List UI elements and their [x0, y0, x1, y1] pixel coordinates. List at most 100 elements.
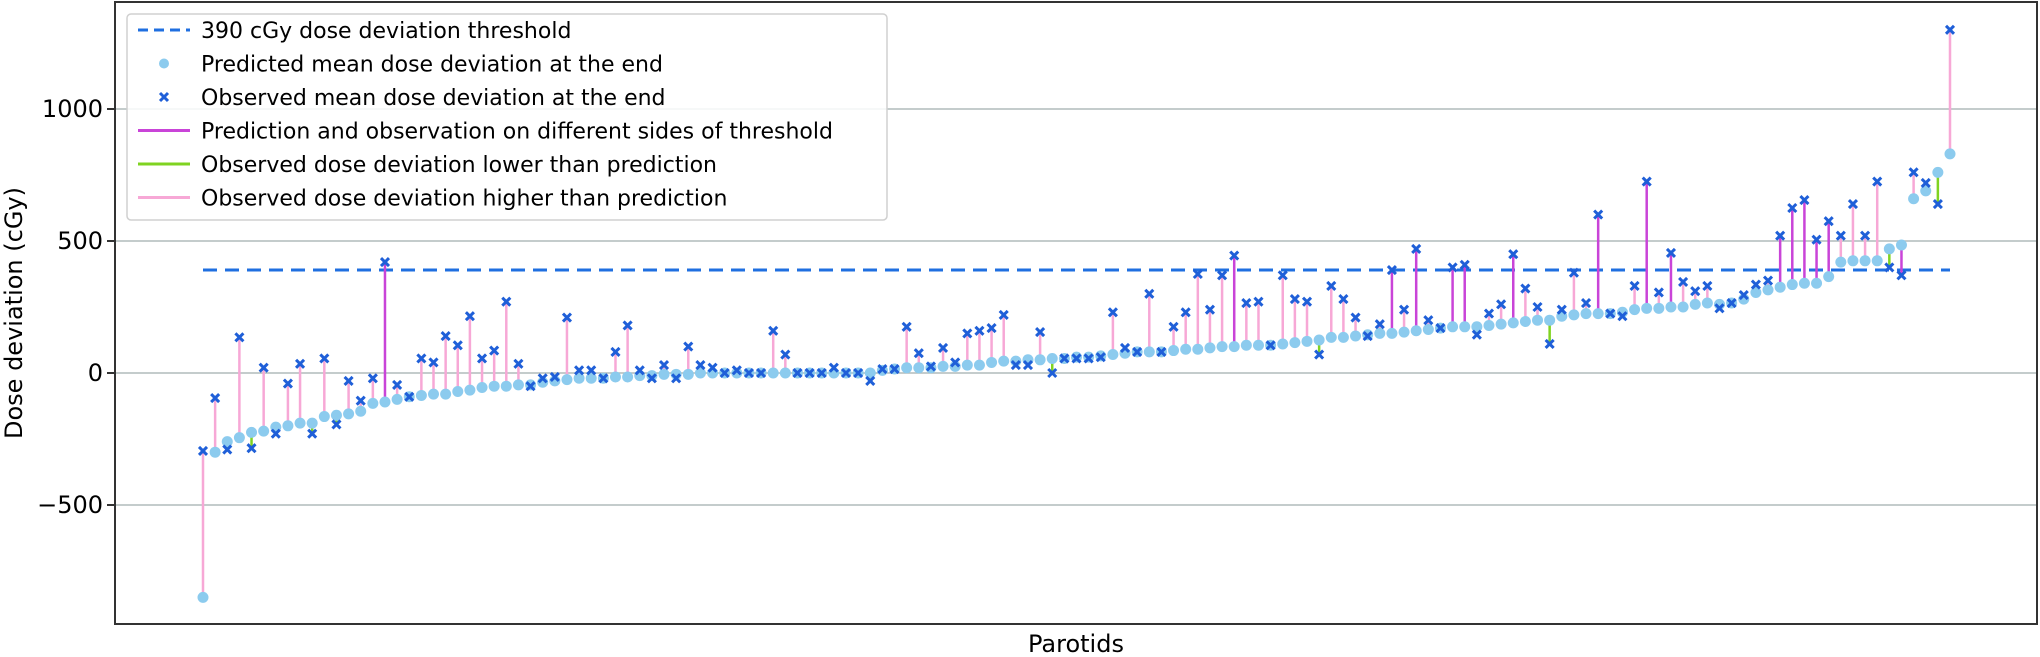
legend-label: Prediction and observation on different …: [201, 120, 833, 145]
predicted-point: [221, 436, 233, 448]
observed-marker: [1556, 304, 1567, 315]
observed-marker: [549, 371, 560, 383]
predicted-point: [1046, 352, 1058, 364]
legend-label: Observed mean dose deviation at the end: [201, 86, 666, 111]
observed-marker: [1496, 299, 1507, 310]
predicted-point: [1544, 314, 1556, 326]
predicted-point: [1459, 321, 1471, 333]
observed-marker: [1362, 330, 1373, 342]
observed-marker: [1908, 167, 1919, 178]
observed-marker: [925, 361, 936, 372]
legend-label: Observed dose deviation lower than predi…: [201, 153, 717, 178]
observed-marker: [222, 444, 233, 455]
observed-marker: [610, 346, 621, 357]
observed-marker: [1726, 297, 1737, 309]
predicted-point: [1895, 239, 1907, 251]
observed-marker: [1932, 198, 1943, 210]
predicted-point: [1920, 185, 1932, 197]
predicted-point: [1180, 343, 1192, 355]
predicted-point: [937, 360, 949, 372]
observed-marker: [307, 428, 318, 439]
predicted-point: [694, 367, 706, 379]
predicted-point: [330, 409, 342, 421]
legend-box: [126, 13, 888, 221]
observed-marker: [804, 367, 815, 379]
predicted-point: [1762, 284, 1774, 296]
predicted-point: [1168, 345, 1180, 357]
observed-marker: [282, 378, 293, 389]
observed-marker: [1289, 294, 1300, 305]
observed-marker: [1678, 276, 1689, 287]
observed-points: [197, 24, 1956, 456]
observed-marker: [695, 360, 706, 371]
observed-marker: [962, 328, 973, 339]
predicted-point: [476, 382, 488, 394]
predicted-point: [731, 367, 743, 379]
predicted-point: [209, 446, 221, 458]
predicted-point: [428, 388, 440, 400]
observed-marker: [1762, 275, 1774, 286]
observed-marker: [1314, 349, 1325, 360]
observed-marker: [622, 320, 633, 331]
y-tick-label: 500: [57, 227, 103, 255]
predicted-point: [1228, 341, 1240, 353]
predicted-point: [1798, 277, 1810, 289]
y-axis-ticks: −500 0 500 1000: [37, 95, 115, 519]
observed-marker: [671, 373, 682, 384]
observed-marker: [1253, 296, 1264, 307]
predicted-point: [1277, 338, 1289, 350]
observed-marker: [416, 353, 427, 364]
predicted-point: [1641, 302, 1653, 314]
observed-marker: [743, 367, 754, 379]
observed-marker: [1095, 352, 1106, 363]
predicted-point: [1252, 339, 1264, 351]
observed-marker: [197, 445, 209, 456]
observed-marker: [428, 357, 439, 368]
observed-marker: [1811, 234, 1822, 245]
predicted-point: [1932, 166, 1944, 178]
observed-marker: [1301, 296, 1313, 307]
observed-marker: [1398, 304, 1410, 315]
predicted-point: [318, 411, 330, 423]
predicted-point: [1350, 330, 1362, 342]
observed-marker: [1277, 270, 1288, 281]
observed-marker: [1350, 312, 1361, 323]
predicted-point: [961, 359, 973, 371]
observed-marker: [1860, 230, 1871, 241]
observed-marker: [974, 325, 985, 336]
observed-marker: [840, 367, 852, 379]
observed-marker: [379, 257, 391, 268]
legend-label: Observed dose deviation higher than pred…: [201, 187, 727, 212]
predicted-point: [767, 367, 779, 379]
observed-marker: [998, 309, 1009, 320]
observed-marker: [1872, 176, 1883, 187]
predicted-point: [1471, 321, 1483, 333]
observed-marker: [1847, 198, 1859, 210]
observed-marker: [1435, 323, 1446, 334]
observed-marker: [1326, 280, 1337, 291]
observed-marker: [525, 381, 536, 392]
observed-marker: [1338, 294, 1349, 305]
observed-marker: [537, 373, 548, 384]
predicted-point: [233, 432, 245, 444]
observed-marker: [1374, 319, 1385, 330]
observed-marker: [561, 312, 573, 323]
observed-marker: [1568, 267, 1579, 278]
observed-marker: [731, 365, 742, 376]
predicted-point: [294, 417, 306, 429]
observed-marker: [768, 325, 779, 336]
predicted-point: [1143, 346, 1155, 358]
observed-marker: [1107, 307, 1118, 318]
observed-marker: [464, 311, 475, 322]
observed-marker: [1168, 321, 1179, 332]
predicted-point: [1289, 337, 1301, 349]
predicted-point: [391, 393, 403, 405]
legend: 390 cGy dose deviation threshold Predicte…: [126, 13, 888, 221]
legend-label: Predicted mean dose deviation at the end: [201, 53, 663, 78]
observed-marker: [1896, 270, 1907, 281]
predicted-point: [1859, 255, 1871, 267]
observed-marker: [1580, 297, 1592, 309]
predicted-point: [779, 367, 791, 379]
observed-marker: [367, 373, 378, 384]
observed-marker: [1083, 353, 1094, 364]
